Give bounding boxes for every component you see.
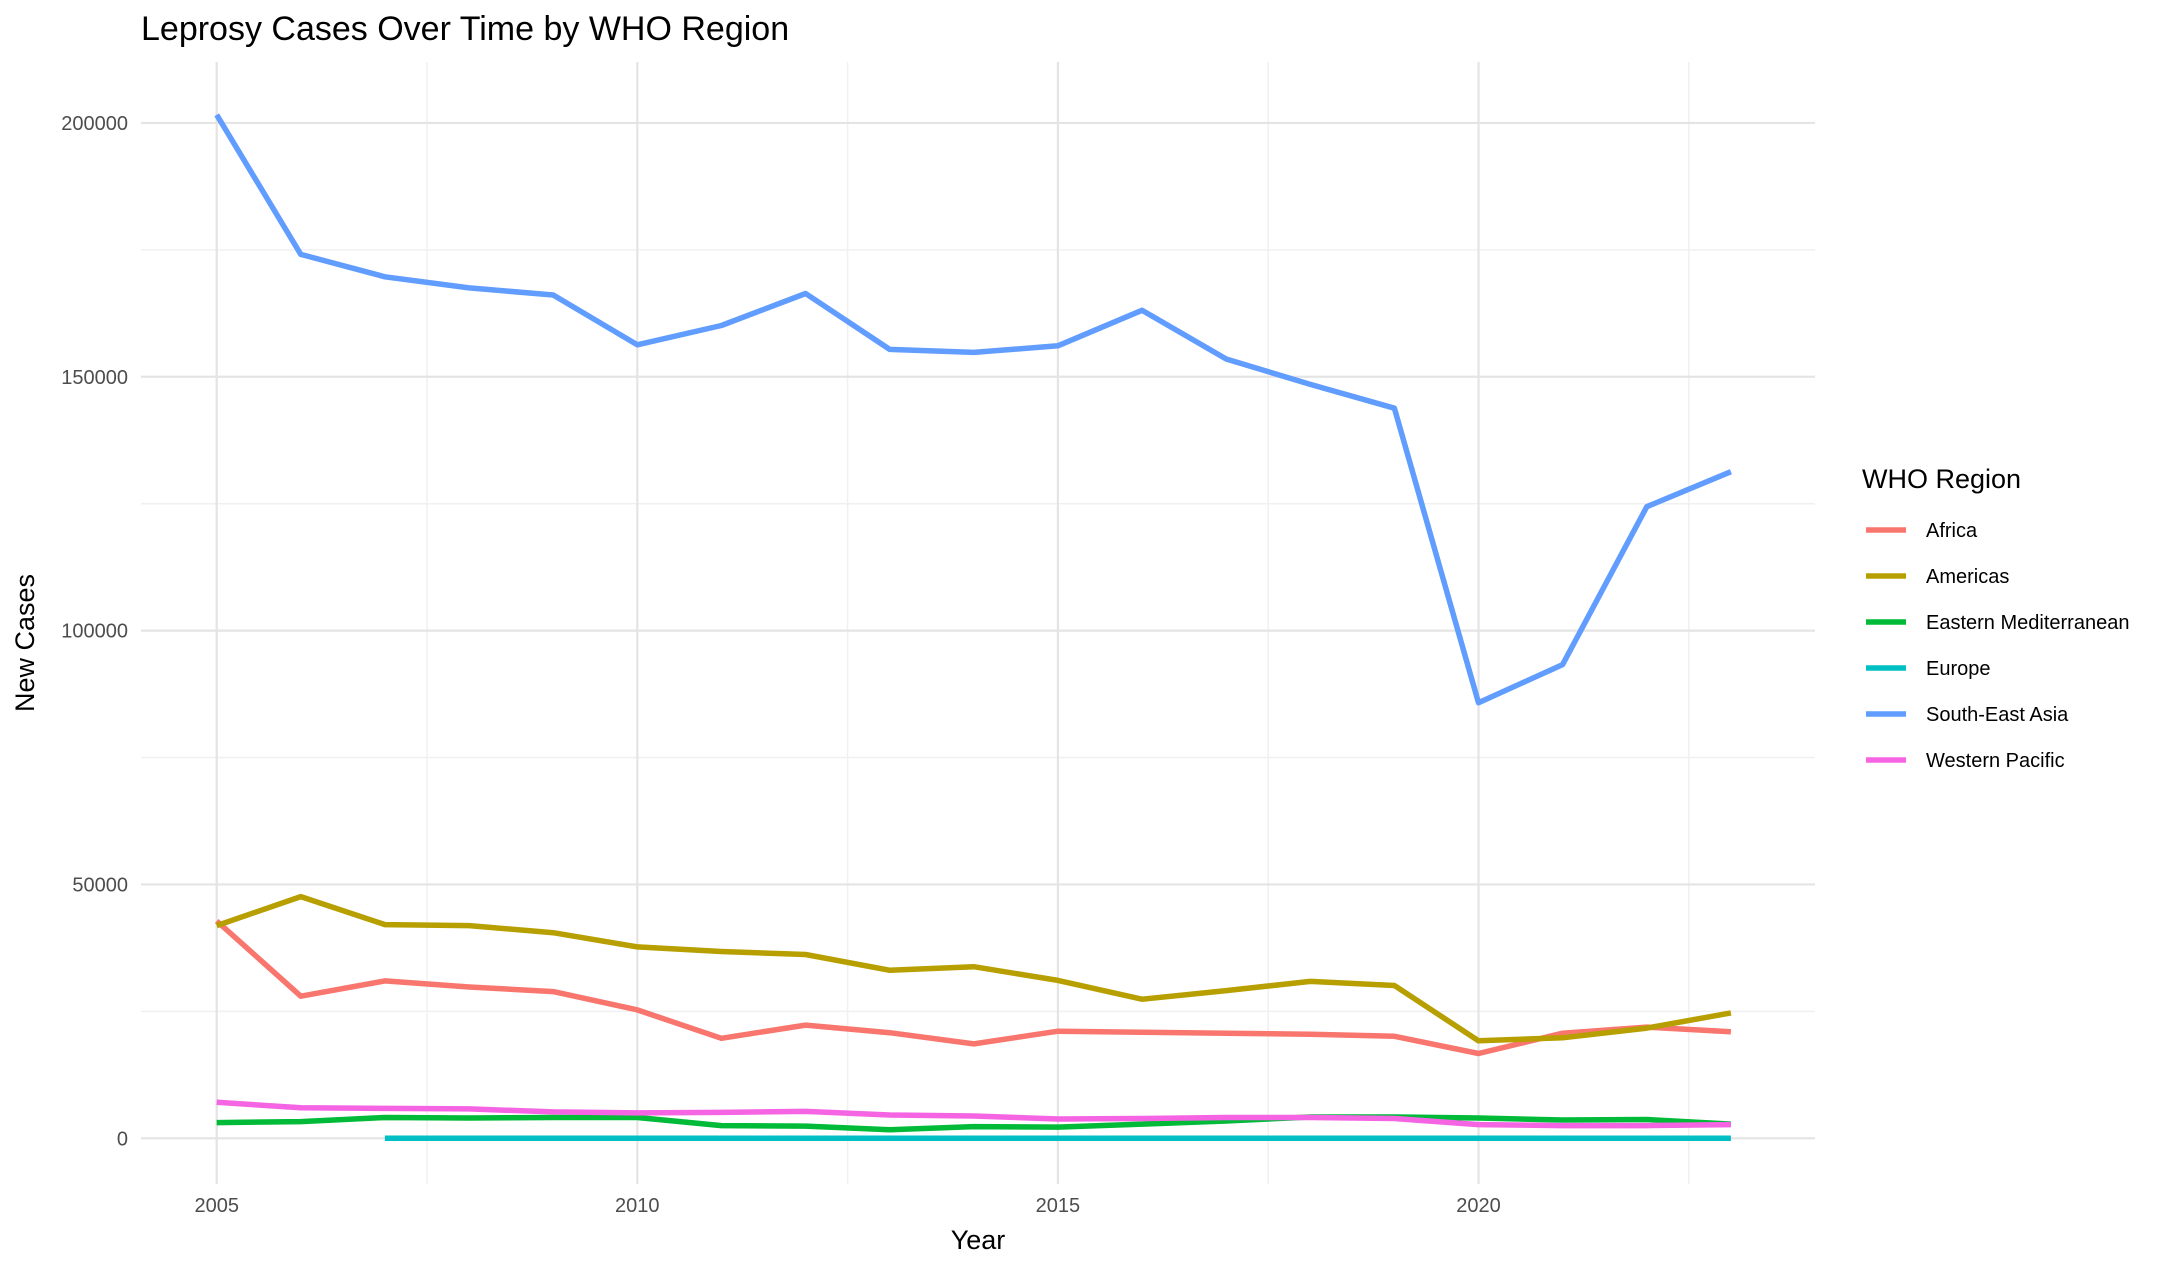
legend-label-western-pacific: Western Pacific <box>1926 750 2065 772</box>
legend-item-europe: Europe <box>1866 658 1991 680</box>
legend-label-south-east-asia: South-East Asia <box>1926 704 2069 726</box>
y-tick-label: 50000 <box>72 874 128 896</box>
legend-item-africa: Africa <box>1866 520 1978 542</box>
legend-label-americas: Americas <box>1926 566 2009 588</box>
x-tick-label: 2010 <box>615 1195 660 1217</box>
legend-items: Africa Americas Eastern Mediterranean Europ… <box>1866 520 2129 772</box>
series-line-africa <box>214 918 1732 1057</box>
legend: WHO Region Africa Americas Eastern Mediter… <box>1862 464 2129 772</box>
y-axis-ticks: 0 50000 100000 150000 200000 <box>61 113 128 1150</box>
x-axis-ticks: 2005 2010 2015 2020 <box>194 1195 1500 1217</box>
series-line-western-pacific <box>216 1099 1731 1129</box>
legend-item-eastern-mediterranean: Eastern Mediterranean <box>1866 612 2129 634</box>
legend-item-americas: Americas <box>1866 566 2009 588</box>
series-line-south-east-asia <box>214 113 1732 706</box>
x-tick-label: 2005 <box>194 1195 239 1217</box>
legend-label-europe: Europe <box>1926 658 1991 680</box>
x-tick-label: 2020 <box>1456 1195 1501 1217</box>
x-axis-title: Year <box>951 1225 1006 1255</box>
legend-label-africa: Africa <box>1926 520 1978 542</box>
legend-item-western-pacific: Western Pacific <box>1866 750 2065 772</box>
y-tick-label: 0 <box>117 1128 128 1150</box>
legend-title: WHO Region <box>1862 464 2021 494</box>
grid <box>141 62 1815 1184</box>
series-line-americas <box>215 893 1732 1044</box>
y-axis-title: New Cases <box>10 574 40 712</box>
legend-item-south-east-asia: South-East Asia <box>1866 704 2069 726</box>
y-tick-label: 200000 <box>61 113 128 135</box>
series-lines <box>214 113 1732 1142</box>
y-tick-label: 100000 <box>61 621 128 643</box>
x-tick-label: 2015 <box>1036 1195 1081 1217</box>
y-tick-label: 150000 <box>61 367 128 389</box>
series-line-eastern-mediterranean <box>216 1114 1732 1133</box>
legend-label-eastern-mediterranean: Eastern Mediterranean <box>1926 612 2129 634</box>
chart-title: Leprosy Cases Over Time by WHO Region <box>141 10 789 48</box>
